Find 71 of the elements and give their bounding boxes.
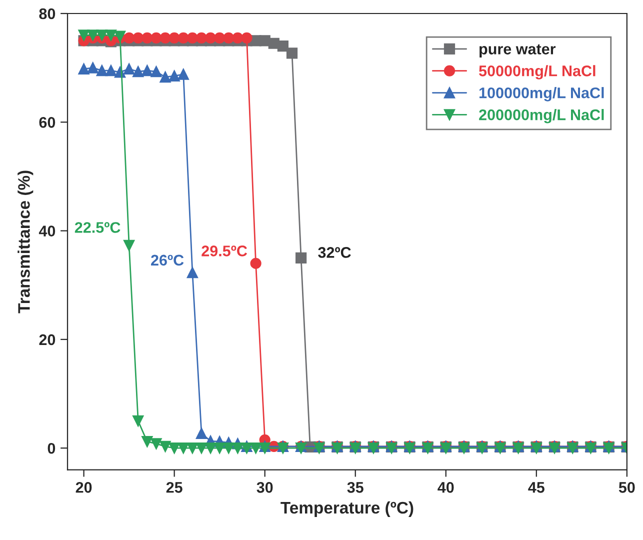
point: [286, 48, 298, 59]
point: [124, 240, 135, 252]
point: [204, 442, 216, 454]
y-tick-label: 0: [48, 442, 56, 454]
point: [223, 32, 234, 44]
point: [232, 442, 244, 454]
point: [142, 436, 153, 448]
point: [150, 32, 162, 44]
point: [178, 442, 189, 454]
point: [178, 68, 189, 80]
point: [150, 66, 162, 78]
point: [87, 30, 98, 41]
x-axis-title: Temperature (ºC): [280, 501, 414, 517]
y-tick-label: 20: [39, 334, 56, 346]
legend-label: pure water: [480, 44, 556, 58]
x-tick-label: 45: [528, 482, 544, 493]
point: [168, 32, 180, 44]
y-axis-title: Transmittance (%): [18, 170, 34, 314]
point: [105, 30, 117, 41]
annotation: 32ºC: [318, 247, 351, 258]
point: [196, 442, 208, 454]
point: [132, 32, 144, 44]
point: [178, 32, 189, 44]
point: [186, 32, 198, 44]
annotation: 22.5ºC: [74, 222, 120, 233]
point: [124, 63, 135, 74]
point: [277, 40, 289, 52]
point: [296, 252, 307, 264]
point: [241, 32, 252, 44]
x-tick-label: 40: [438, 482, 454, 493]
point: [78, 30, 90, 41]
point: [232, 32, 244, 44]
point: [168, 442, 180, 454]
annotation: 29.5ºC: [202, 246, 248, 256]
legend-label: 100000mg/L NaCl: [479, 87, 604, 102]
point: [142, 64, 153, 76]
point: [250, 442, 262, 454]
point: [78, 63, 90, 74]
y-tick-label: 60: [39, 117, 56, 128]
point: [168, 70, 180, 82]
point: [223, 442, 234, 454]
point: [160, 32, 171, 44]
x-tick-label: 25: [166, 482, 182, 493]
point: [132, 66, 144, 78]
annotation: 26ºC: [151, 254, 184, 266]
point: [160, 72, 171, 83]
legend-label: 200000mg/L NaCl: [479, 108, 604, 124]
x-tick-label: 30: [256, 482, 273, 493]
point: [160, 440, 171, 452]
point: [214, 32, 226, 44]
point: [142, 32, 153, 44]
point: [214, 442, 226, 454]
point: [250, 258, 262, 269]
y-tick-label: 40: [38, 226, 56, 236]
point: [204, 32, 216, 44]
x-tick-label: 35: [347, 482, 364, 493]
point: [186, 267, 198, 278]
point: [186, 442, 198, 454]
y-tick-label: 80: [39, 8, 56, 20]
point: [96, 64, 108, 76]
point: [124, 32, 135, 44]
point: [105, 64, 117, 76]
point: [196, 32, 208, 44]
x-tick-label: 20: [76, 482, 92, 493]
legend-label: 50000mg/L NaCl: [479, 65, 596, 80]
x-tick-label: 50: [618, 482, 635, 493]
point: [150, 438, 162, 450]
point: [87, 62, 98, 74]
point: [96, 30, 108, 41]
point: [196, 428, 208, 439]
point: [132, 415, 144, 426]
